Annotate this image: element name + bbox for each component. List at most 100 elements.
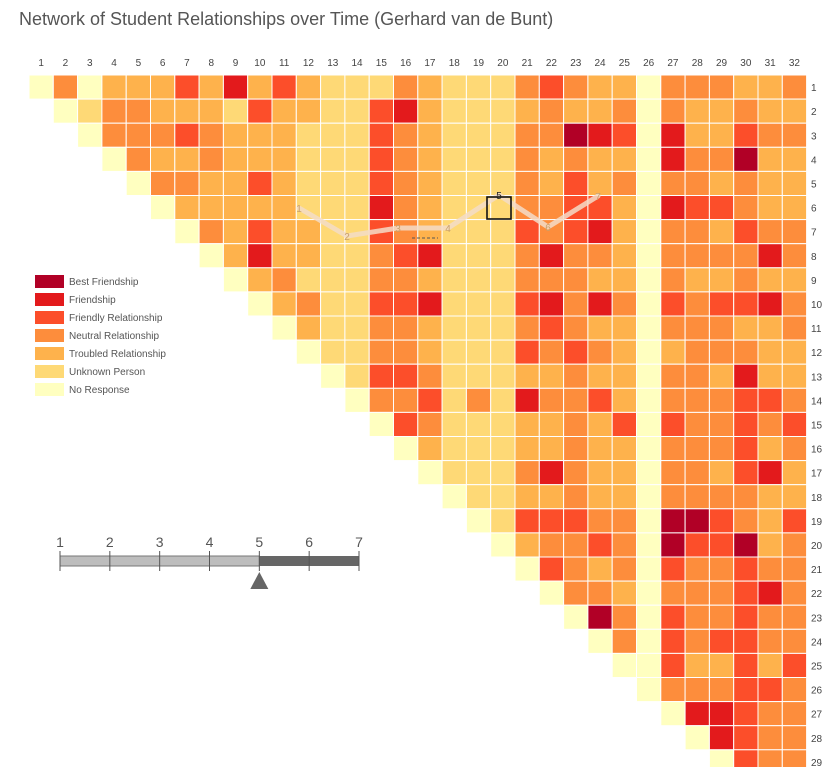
heatmap-cell[interactable] bbox=[757, 436, 783, 462]
heatmap-cell[interactable] bbox=[417, 170, 443, 196]
heatmap-cell[interactable] bbox=[733, 725, 759, 751]
heatmap-cell[interactable] bbox=[198, 74, 224, 100]
heatmap-cell[interactable] bbox=[757, 652, 783, 679]
heatmap-cell[interactable] bbox=[660, 195, 686, 221]
time-path-label[interactable]: 2 bbox=[344, 232, 350, 243]
heatmap-cell[interactable] bbox=[733, 580, 759, 606]
heatmap-cell[interactable] bbox=[660, 363, 686, 389]
heatmap-cell[interactable] bbox=[320, 74, 346, 100]
heatmap-cell[interactable] bbox=[733, 363, 759, 389]
heatmap-cell[interactable] bbox=[660, 291, 686, 317]
heatmap-cell[interactable] bbox=[393, 267, 419, 293]
heatmap-cell[interactable] bbox=[587, 339, 613, 365]
heatmap-cell[interactable] bbox=[198, 195, 224, 221]
heatmap-cell[interactable] bbox=[441, 411, 467, 437]
heatmap-cell[interactable] bbox=[198, 170, 224, 196]
heatmap-cell[interactable] bbox=[708, 170, 735, 196]
heatmap-cell[interactable] bbox=[295, 170, 322, 196]
heatmap-cell[interactable] bbox=[538, 291, 565, 317]
heatmap-cell[interactable] bbox=[514, 291, 540, 317]
heatmap-cell[interactable] bbox=[757, 195, 783, 221]
heatmap-cell[interactable] bbox=[174, 98, 200, 124]
heatmap-cell[interactable] bbox=[708, 339, 735, 365]
heatmap-cell[interactable] bbox=[514, 532, 540, 558]
heatmap-cell[interactable] bbox=[757, 363, 783, 389]
heatmap-cell[interactable] bbox=[708, 146, 735, 172]
heatmap-cell[interactable] bbox=[125, 122, 151, 148]
heatmap-cell[interactable] bbox=[733, 98, 759, 124]
heatmap-cell[interactable] bbox=[538, 436, 565, 462]
heatmap-cell[interactable] bbox=[393, 195, 419, 221]
heatmap-cell[interactable] bbox=[538, 363, 565, 389]
heatmap-cell[interactable] bbox=[514, 556, 540, 582]
heatmap-cell[interactable] bbox=[636, 484, 662, 510]
heatmap-cell[interactable] bbox=[490, 122, 516, 148]
heatmap-cell[interactable] bbox=[198, 146, 224, 172]
heatmap-cell[interactable] bbox=[733, 219, 759, 245]
heatmap-cell[interactable] bbox=[490, 146, 516, 172]
heatmap-cell[interactable] bbox=[222, 243, 249, 269]
heatmap-cell[interactable] bbox=[417, 387, 443, 413]
heatmap-cell[interactable] bbox=[344, 122, 370, 148]
heatmap-cell[interactable] bbox=[393, 411, 419, 437]
heatmap-cell[interactable] bbox=[708, 725, 735, 751]
heatmap-cell[interactable] bbox=[781, 291, 808, 317]
heatmap-cell[interactable] bbox=[684, 291, 710, 317]
heatmap-cell[interactable] bbox=[781, 604, 808, 630]
heatmap-cell[interactable] bbox=[636, 460, 662, 486]
heatmap-cell[interactable] bbox=[587, 363, 613, 389]
heatmap-cell[interactable] bbox=[563, 315, 589, 341]
heatmap-cell[interactable] bbox=[368, 315, 395, 341]
heatmap-cell[interactable] bbox=[538, 122, 565, 148]
heatmap-cell[interactable] bbox=[757, 291, 783, 317]
heatmap-cell[interactable] bbox=[344, 243, 370, 269]
heatmap-cell[interactable] bbox=[708, 652, 735, 679]
heatmap-cell[interactable] bbox=[611, 74, 638, 100]
heatmap-cell[interactable] bbox=[538, 170, 565, 196]
heatmap-cell[interactable] bbox=[733, 122, 759, 148]
heatmap-cell[interactable] bbox=[757, 580, 783, 606]
heatmap-cell[interactable] bbox=[514, 98, 540, 124]
heatmap-cell[interactable] bbox=[441, 146, 467, 172]
heatmap-cell[interactable] bbox=[465, 387, 492, 413]
heatmap-cell[interactable] bbox=[781, 122, 808, 148]
heatmap-cell[interactable] bbox=[538, 267, 565, 293]
heatmap-cell[interactable] bbox=[514, 411, 540, 437]
heatmap-cell[interactable] bbox=[781, 484, 808, 510]
heatmap-cell[interactable] bbox=[757, 484, 783, 510]
heatmap-cell[interactable] bbox=[441, 436, 467, 462]
heatmap-cell[interactable] bbox=[660, 267, 686, 293]
heatmap-cell[interactable] bbox=[514, 315, 540, 341]
heatmap-cell[interactable] bbox=[393, 146, 419, 172]
heatmap-cell[interactable] bbox=[247, 195, 273, 221]
heatmap-cell[interactable] bbox=[587, 411, 613, 437]
heatmap-cell[interactable] bbox=[660, 436, 686, 462]
heatmap-cell[interactable] bbox=[757, 267, 783, 293]
heatmap-cell[interactable] bbox=[684, 532, 710, 558]
heatmap-cell[interactable] bbox=[684, 677, 710, 703]
heatmap-cell[interactable] bbox=[538, 74, 565, 100]
heatmap-cell[interactable] bbox=[198, 243, 224, 269]
heatmap-cell[interactable] bbox=[684, 98, 710, 124]
heatmap-cell[interactable] bbox=[563, 363, 589, 389]
heatmap-cell[interactable] bbox=[684, 725, 710, 751]
heatmap-cell[interactable] bbox=[781, 387, 808, 413]
heatmap-cell[interactable] bbox=[757, 219, 783, 245]
heatmap-cell[interactable] bbox=[538, 387, 565, 413]
heatmap-cell[interactable] bbox=[708, 387, 735, 413]
heatmap-cell[interactable] bbox=[465, 363, 492, 389]
heatmap-cell[interactable] bbox=[708, 677, 735, 703]
heatmap-cell[interactable] bbox=[417, 243, 443, 269]
heatmap-cell[interactable] bbox=[563, 122, 589, 148]
heatmap-cell[interactable] bbox=[733, 484, 759, 510]
heatmap-cell[interactable] bbox=[441, 98, 467, 124]
heatmap-cell[interactable] bbox=[708, 291, 735, 317]
heatmap-cell[interactable] bbox=[587, 219, 613, 245]
heatmap-cell[interactable] bbox=[660, 74, 686, 100]
heatmap-cell[interactable] bbox=[441, 484, 467, 510]
heatmap-cell[interactable] bbox=[222, 74, 249, 100]
heatmap-cell[interactable] bbox=[781, 146, 808, 172]
heatmap-cell[interactable] bbox=[514, 74, 540, 100]
heatmap-cell[interactable] bbox=[708, 98, 735, 124]
heatmap-cell[interactable] bbox=[563, 219, 589, 245]
